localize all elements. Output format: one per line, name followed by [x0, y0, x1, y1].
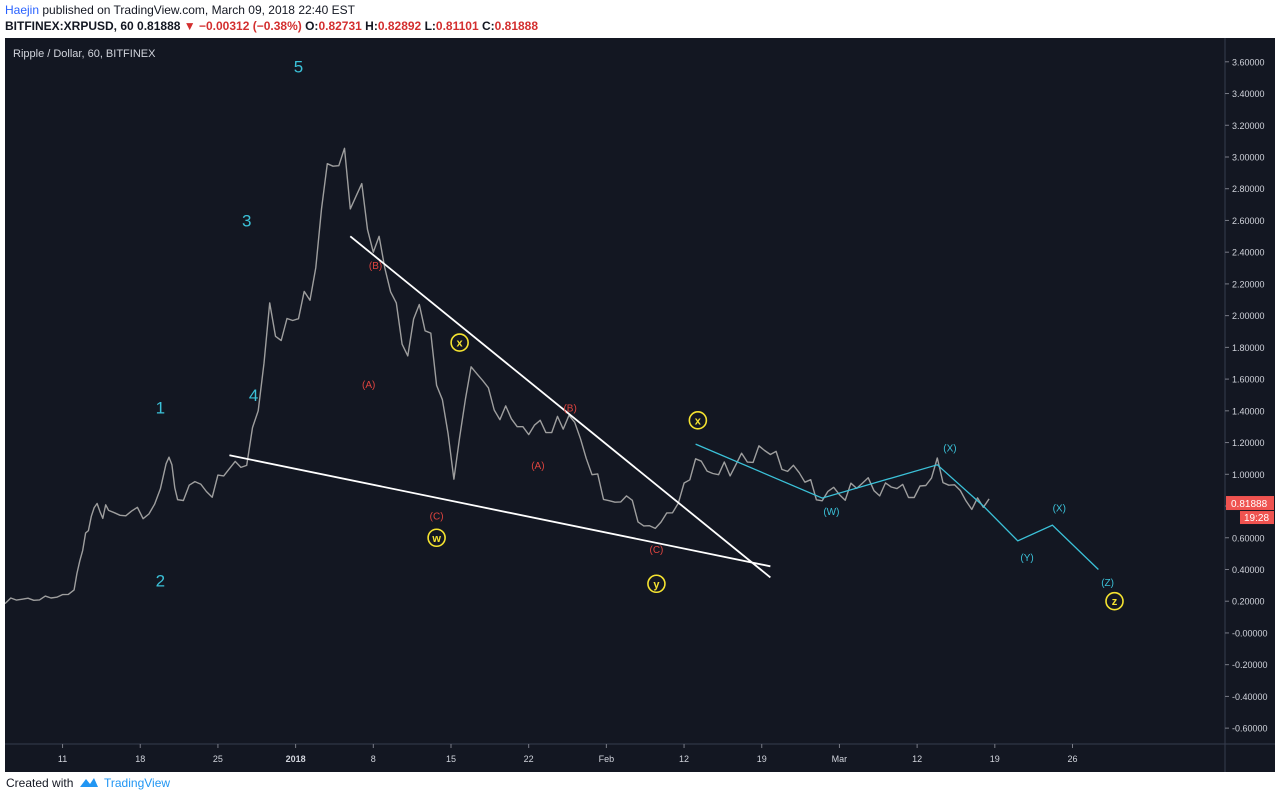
y-tick-label: 1.40000 [1232, 406, 1265, 416]
y-tick-label: -0.00000 [1232, 628, 1268, 638]
chart-background [5, 38, 1275, 773]
y-tick-label: -0.20000 [1232, 660, 1268, 670]
tradingview-logo-icon [80, 778, 98, 787]
y-tick-label: 2.40000 [1232, 248, 1265, 258]
wave-circle-letter: x [695, 415, 702, 427]
y-tick-label: -0.60000 [1232, 724, 1268, 734]
last-price: 0.81888 [137, 19, 181, 33]
tradingview-brand[interactable]: TradingView [104, 776, 171, 790]
x-tick-label: 22 [524, 754, 534, 764]
open-value: 0.82731 [318, 19, 362, 33]
wave-circle-letter: y [653, 579, 660, 591]
wave-label-wxyz: (Y) [1020, 553, 1033, 564]
wave-circle [427, 528, 446, 548]
wave-label-impulse: 5 [294, 58, 303, 77]
wave-circle [1105, 591, 1124, 611]
x-tick-label: 26 [1067, 754, 1077, 764]
y-tick-label: 2.60000 [1232, 216, 1265, 226]
x-tick-label: 19 [990, 754, 1000, 764]
chart-area[interactable]: 3.60000 3.40000 3.20000 3.00000 2.80000 2.600… [5, 38, 1275, 773]
wave-label-impulse: 2 [156, 572, 165, 591]
last-price-label: 0.81888 [1231, 499, 1268, 510]
trendline [229, 454, 771, 568]
y-tick-label: 2.80000 [1232, 184, 1265, 194]
wave-label-wxyz: (Z) [1101, 578, 1114, 589]
y-tick-label: 1.60000 [1232, 375, 1265, 385]
wave-circle-letter: x [457, 338, 464, 350]
y-tick-label: 1.00000 [1232, 470, 1265, 480]
wave-circle-letter: z [1112, 596, 1118, 608]
author-link[interactable]: Haejin [5, 3, 40, 17]
x-tick-label: 25 [213, 754, 223, 764]
wave-label-impulse: 3 [242, 211, 251, 230]
x-tick-label: 11 [58, 754, 67, 764]
y-tick-label: -0.40000 [1232, 692, 1268, 702]
y-tick-label: 1.80000 [1232, 343, 1265, 353]
low-value: 0.81101 [435, 19, 479, 33]
wave-circle [647, 574, 666, 594]
y-tick-label: 0.20000 [1232, 597, 1265, 607]
wave-label-impulse: 4 [249, 386, 258, 405]
x-tick-label: 18 [135, 754, 145, 764]
x-tick-label: 2018 [286, 754, 306, 764]
y-tick-label: 3.40000 [1232, 89, 1265, 99]
wave-label-abc: (C) [430, 512, 444, 523]
y-tick-label: 3.20000 [1232, 121, 1265, 131]
chart-header: Haejin published on TradingView.com, Mar… [0, 0, 1280, 36]
wave-label-abc: (C) [649, 545, 663, 556]
y-tick-label: 3.00000 [1232, 152, 1265, 162]
footer: Created with TradingView [0, 772, 1280, 794]
wave-projection-path [695, 443, 1099, 570]
last-price-badge [1226, 496, 1274, 511]
symbol-label: BITFINEX:XRPUSD, 60 [5, 19, 134, 33]
wave-label-circled: x [688, 411, 708, 430]
y-tick-label: 2.00000 [1232, 311, 1265, 321]
x-tick-label: 8 [371, 754, 376, 764]
wave-circle-letter: w [431, 533, 441, 545]
y-tick-label: 2.20000 [1232, 279, 1265, 289]
low-label: L: [424, 19, 436, 33]
high-value: 0.82892 [377, 19, 422, 33]
publish-line: Haejin published on TradingView.com, Mar… [5, 3, 355, 17]
wave-label-circled: y [647, 574, 666, 594]
publish-text: published on TradingView.com, March 09, … [42, 3, 356, 17]
created-with-text: Created with [6, 776, 74, 790]
y-tick-label: 0.60000 [1232, 533, 1265, 543]
x-tick-label: 15 [446, 754, 456, 764]
chart-title: Ripple / Dollar, 60, BITFINEX [13, 48, 156, 60]
wave-label-circled: w [427, 528, 446, 548]
wave-label-abc: (B) [563, 404, 576, 415]
price-chart[interactable]: 3.60000 3.40000 3.20000 3.00000 2.80000 2.600… [5, 38, 1275, 773]
close-value: 0.81888 [494, 19, 539, 33]
wave-label-circled: z [1105, 591, 1124, 611]
y-tick-label: 1.20000 [1232, 438, 1265, 448]
wave-label-wxyz: (X) [943, 443, 956, 454]
y-tick-label: 3.60000 [1232, 57, 1265, 67]
x-tick-label: Feb [599, 754, 615, 764]
high-label: H: [365, 19, 378, 33]
price-series-line [5, 147, 990, 605]
wave-label-abc: (A) [362, 380, 375, 391]
x-tick-label: Mar [832, 754, 848, 764]
x-tick-label: 12 [912, 754, 922, 764]
y-tick-label: 0.40000 [1232, 565, 1265, 575]
symbol-line: BITFINEX:XRPUSD, 60 0.81888 ▼ −0.00312 (… [5, 19, 538, 33]
trendline [349, 235, 771, 579]
wave-label-circled: x [450, 333, 469, 352]
close-label: C: [481, 19, 495, 33]
wave-label-impulse: 1 [156, 399, 165, 418]
wave-label-abc: (A) [531, 461, 544, 472]
wave-circle [450, 333, 469, 352]
wave-circle [688, 411, 708, 430]
countdown-label: 19:28 [1244, 513, 1269, 524]
countdown-badge [1240, 511, 1274, 525]
wave-label-wxyz: (W) [823, 507, 839, 518]
price-change: ▼ −0.00312 (−0.38%) [183, 19, 302, 33]
x-tick-label: 19 [757, 754, 767, 764]
open-label: O: [305, 19, 319, 33]
wave-label-abc: (B) [369, 261, 382, 272]
x-tick-label: 12 [679, 754, 689, 764]
wave-label-wxyz: (X) [1053, 504, 1066, 515]
